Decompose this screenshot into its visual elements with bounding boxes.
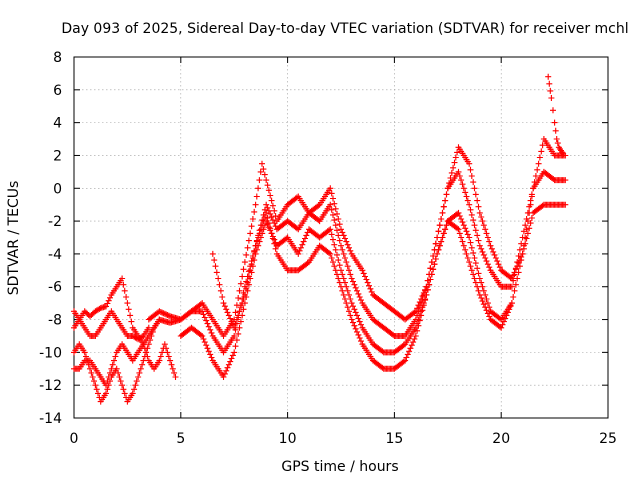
y-axis-label: SDTVAR / TECUs — [6, 181, 22, 296]
point-markers — [545, 73, 567, 157]
x-tick-label: 5 — [176, 431, 185, 447]
x-tick-label: 0 — [70, 431, 79, 447]
axis-ticks: 0 5 10 15 20 25 -14 -12 -10 -8 -6 -4 -2 0 2 4 6 8 — [39, 50, 617, 447]
x-tick-label: 15 — [385, 431, 403, 447]
series-track-g — [177, 201, 569, 380]
series-track-e — [145, 136, 569, 339]
x-tick-label: 10 — [279, 431, 297, 447]
y-tick-label: -14 — [39, 411, 62, 427]
x-axis-label: GPS time / hours — [281, 459, 398, 475]
point-markers — [145, 136, 569, 339]
y-tick-label: 4 — [53, 116, 62, 132]
series-track-h — [209, 209, 515, 372]
y-tick-label: 2 — [53, 148, 62, 164]
series-track-d — [71, 308, 152, 343]
plot-frame — [73, 56, 609, 419]
series-track-i — [545, 73, 567, 157]
point-markers — [209, 209, 515, 372]
y-tick-label: -6 — [48, 280, 62, 296]
y-tick-label: 0 — [53, 181, 62, 197]
data-points — [71, 73, 569, 405]
point-markers — [156, 168, 569, 356]
y-tick-label: -12 — [39, 378, 62, 394]
point-markers — [71, 308, 152, 343]
y-tick-label: -8 — [48, 313, 62, 329]
x-tick-label: 25 — [599, 431, 617, 447]
point-markers — [71, 316, 163, 389]
series-track-f — [156, 168, 569, 356]
y-tick-label: 6 — [53, 83, 62, 99]
x-tick-label: 20 — [492, 431, 510, 447]
series-track-c — [71, 316, 163, 389]
point-markers — [177, 201, 569, 380]
y-tick-label: 8 — [53, 50, 62, 66]
chart-title: Day 093 of 2025, Sidereal Day-to-day VTE… — [61, 21, 628, 37]
y-tick-label: -10 — [39, 345, 62, 361]
y-tick-label: -4 — [48, 247, 62, 263]
y-tick-label: -2 — [48, 214, 62, 230]
